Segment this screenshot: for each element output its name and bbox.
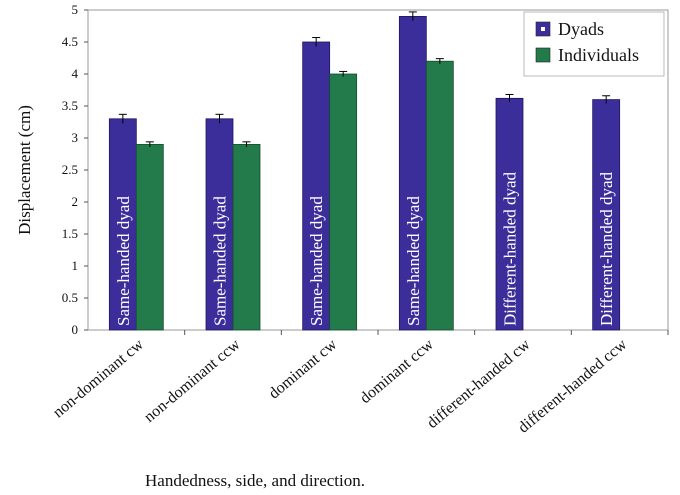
y-tick-label: 3.5: [62, 98, 78, 113]
y-tick-label: 2: [72, 194, 79, 209]
legend: Dyads Individuals: [523, 11, 665, 77]
bar-label-dyads: Same-handed dyad: [404, 196, 423, 326]
y-tick-label: 5: [72, 2, 79, 17]
bar-dyads: [205, 118, 234, 331]
y-tick-label: 4.5: [62, 34, 78, 49]
y-tick-label: 1: [72, 258, 79, 273]
bar-label-dyads: Different-handed dyad: [597, 171, 616, 326]
y-tick-label: 0.5: [62, 290, 78, 305]
bar-label-dyads: Same-handed dyad: [211, 196, 230, 326]
bar-dyads: [592, 99, 621, 331]
x-category-label: different-handed cw: [424, 336, 534, 432]
bar-individuals: [329, 73, 358, 331]
y-axis-ticks: 0 0.5 1 1.5 2 2.5 3 3.5 4 4.5 5: [62, 2, 88, 337]
y-tick-label: 2.5: [62, 162, 78, 177]
y-axis-title: Displacement (cm): [15, 105, 34, 235]
legend-swatch-dyads-dot: [541, 27, 545, 31]
x-category-label: different-handed ccw: [515, 336, 631, 437]
bar-individuals: [135, 143, 164, 331]
bar-label-dyads: Same-handed dyad: [114, 196, 133, 326]
x-category-label: dominant cw: [266, 336, 341, 403]
y-tick-label: 4: [72, 66, 79, 81]
y-tick-label: 0: [72, 322, 79, 337]
bar-individuals: [232, 143, 261, 331]
y-tick-label: 1.5: [62, 226, 78, 241]
x-axis-title: Handedness, side, and direction.: [145, 471, 365, 490]
x-category-label: dominant ccw: [357, 336, 437, 407]
x-category-label: non-dominant ccw: [141, 336, 244, 426]
bar-individuals: [425, 60, 454, 331]
bar-dyads: [495, 97, 524, 331]
legend-label-individuals: Individuals: [558, 45, 639, 65]
bars-group: Same-handed dyad Same-handed dyad Same-han…: [108, 11, 621, 331]
bar-dyads: [398, 15, 427, 331]
legend-swatch-individuals: [535, 47, 551, 63]
bar-dyads: [108, 118, 137, 331]
x-category-label: non-dominant cw: [50, 336, 147, 422]
legend-label-dyads: Dyads: [558, 19, 604, 39]
bar-label-dyads: Same-handed dyad: [307, 196, 326, 326]
bar-label-dyads: Different-handed dyad: [501, 171, 520, 326]
y-tick-label: 3: [72, 130, 79, 145]
